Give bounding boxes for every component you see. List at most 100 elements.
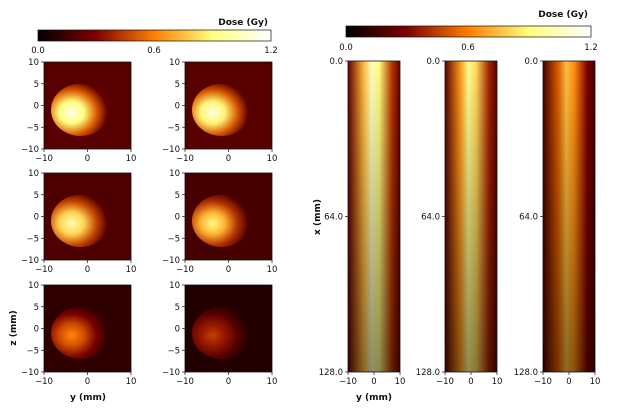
y-tick-label: 64.0 [324,213,343,223]
y-tick-label: 0 [34,102,39,112]
y-tick-label: −5 [26,123,39,133]
colorbar-right-title: Dose (Gy) [538,10,588,20]
x-tick-label: 10 [267,265,278,275]
y-tick-label: 10 [28,169,39,179]
x-tick-label: −10 [176,154,194,164]
x-tick-label: 10 [590,377,601,387]
cross-section-panel-5: 10 5 0 −5 −10−10 0 10 [21,281,136,387]
x-tick-label: 0 [85,265,90,275]
y-tick-label: 0.0 [426,57,440,67]
y-tick-label: −10 [21,256,39,266]
x-tick-label: −10 [436,377,454,387]
y-tick-label: 10 [169,281,180,291]
y-tick-label: 0 [175,213,180,223]
y-tick-label: −5 [26,234,39,244]
y-tick-label: −5 [167,234,180,244]
y-tick-label: 128.0 [319,368,343,378]
dose-spot [191,194,252,247]
y-tick-label: −10 [162,368,180,378]
y-tick-label: 0 [175,325,180,335]
x-tick-label: −10 [176,377,194,387]
x-tick-label: 0 [85,154,90,164]
y-tick-label: 10 [169,169,180,179]
x-tick-label: 10 [126,265,137,275]
y-tick-label: 0.0 [329,57,343,67]
y-tick-label: 5 [175,191,180,201]
cross-ylabel: z (mm) [9,310,19,345]
y-tick-label: −5 [167,123,180,133]
y-tick-label: −10 [162,256,180,266]
x-tick-label: 0 [468,377,473,387]
y-tick-label: 5 [34,303,39,313]
depth-attenuation [543,61,595,372]
y-tick-label: 128.0 [416,368,440,378]
y-tick-label: 10 [28,281,39,291]
cross-section-panel-1: 10 5 0 −5 −10−10 0 10 [21,58,136,164]
dose-spot [50,194,111,247]
colorbar-right-tick-0: 0.0 [339,43,353,53]
dose-spot [191,306,252,359]
y-tick-label: 0 [34,213,39,223]
cross-section-panel-4: 10 5 0 −5 −10−10 0 10 [162,169,277,275]
depth-attenuation [445,61,497,372]
y-tick-label: 5 [34,80,39,90]
x-tick-label: 0 [566,377,571,387]
x-tick-label: −10 [35,154,53,164]
x-tick-label: −10 [339,377,357,387]
y-tick-label: 5 [175,303,180,313]
y-tick-label: 10 [28,58,39,68]
cross-section-panel-6: 10 5 0 −5 −10−10 0 10 [162,281,277,387]
y-tick-label: −10 [21,145,39,155]
colorbar-right: Dose (Gy) 0.0 0.6 1.2 [339,10,598,53]
y-tick-label: −10 [162,145,180,155]
colorbar-left-tick-2: 1.2 [264,46,278,56]
dose-spot [50,306,111,359]
cross-section-panel-2: 10 5 0 −5 −10−10 0 10 [162,58,277,164]
x-tick-label: 10 [267,154,278,164]
cross-section-panel-3: 10 5 0 −5 −10−10 0 10 [21,169,136,275]
y-tick-label: 128.0 [514,368,538,378]
y-tick-label: 0 [175,102,180,112]
depth-profile-panel-1: 0.0 64.0 128.0−10 0 10 [319,57,406,387]
y-tick-label: −10 [21,368,39,378]
x-tick-label: 0 [226,154,231,164]
colorbar-left-title: Dose (Gy) [218,18,268,28]
x-tick-label: 10 [492,377,503,387]
y-tick-label: −5 [167,346,180,356]
y-tick-label: 5 [34,191,39,201]
depth-xlabel: y (mm) [356,393,392,403]
y-tick-label: −5 [26,346,39,356]
x-tick-label: −10 [35,377,53,387]
y-tick-label: 0 [34,325,39,335]
y-tick-label: 0.0 [524,57,538,67]
colorbar-left-tick-1: 0.6 [147,46,161,56]
x-tick-label: 10 [126,154,137,164]
colorbar-right-tick-1: 0.6 [461,43,475,53]
x-tick-label: −10 [176,265,194,275]
depth-attenuation [348,61,400,372]
depth-profile-panel-3: 0.0 64.0 128.0−10 0 10 [514,57,601,387]
dose-spot [50,83,111,136]
x-tick-label: 0 [371,377,376,387]
y-tick-label: 64.0 [421,213,440,223]
colorbar-left: Dose (Gy) 0.0 0.6 1.2 [31,18,278,56]
x-tick-label: −10 [534,377,552,387]
colorbar-right-bar [345,25,592,38]
dose-spot [191,83,252,136]
colorbar-right-tick-2: 1.2 [584,43,598,53]
x-tick-label: 10 [267,377,278,387]
y-tick-label: 5 [175,80,180,90]
colorbar-left-tick-0: 0.0 [31,46,45,56]
depth-profile-panel-2: 0.0 64.0 128.0−10 0 10 [416,57,503,387]
x-tick-label: 0 [85,377,90,387]
y-tick-label: 10 [169,58,180,68]
depth-ylabel: x (mm) [313,199,323,235]
x-tick-label: 0 [226,265,231,275]
cross-xlabel: y (mm) [70,393,106,403]
colorbar-left-bar [37,29,272,42]
x-tick-label: −10 [35,265,53,275]
y-tick-label: 64.0 [519,213,538,223]
x-tick-label: 10 [126,377,137,387]
